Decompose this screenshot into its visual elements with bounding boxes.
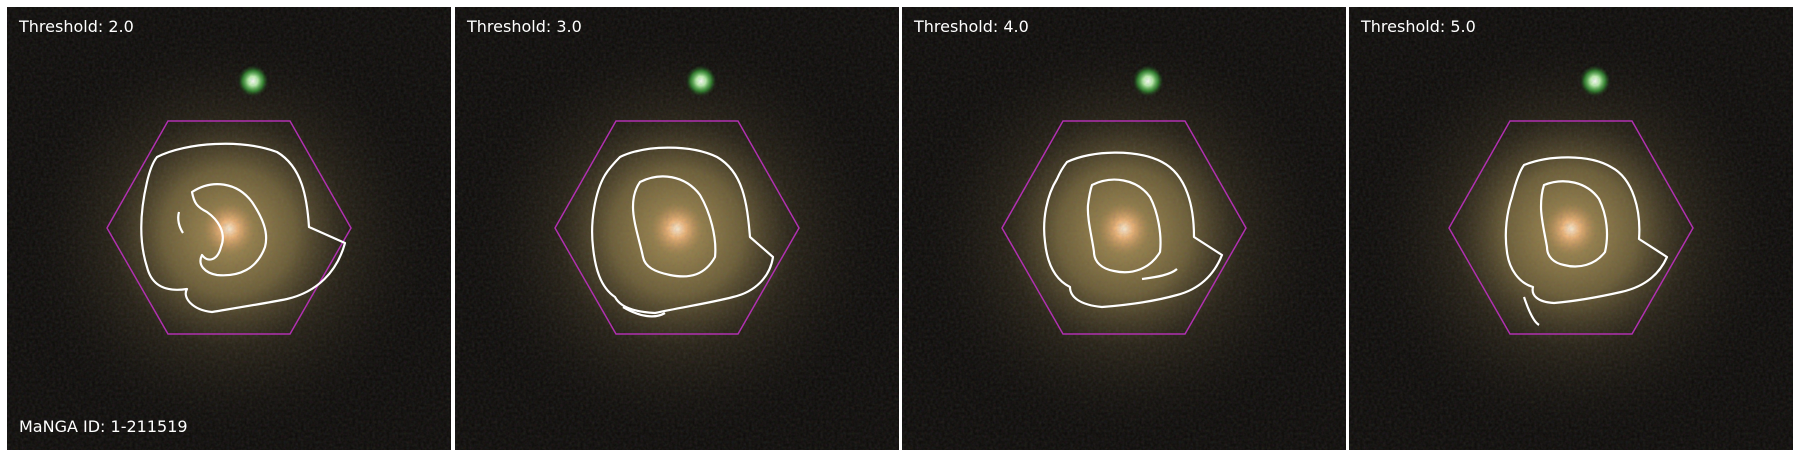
ifu-hexagon: [1448, 120, 1694, 335]
panel-threshold-2: Threshold: 2.0 MaNGA ID: 1-211519: [7, 7, 451, 450]
galaxy-image: [7, 7, 451, 450]
ifu-hexagon: [554, 120, 800, 335]
threshold-label: Threshold: 5.0: [1361, 17, 1476, 36]
contour-lines: [1504, 156, 1669, 326]
threshold-label: Threshold: 3.0: [467, 17, 582, 36]
galaxy-image: [902, 7, 1346, 450]
panel-threshold-4: Threshold: 4.0: [902, 7, 1346, 450]
ifu-hexagon: [1001, 120, 1247, 335]
panel-threshold-5: Threshold: 5.0: [1349, 7, 1793, 450]
threshold-label: Threshold: 2.0: [19, 17, 134, 36]
ifu-hexagon: [106, 120, 352, 335]
contour-lines: [591, 146, 775, 318]
threshold-label: Threshold: 4.0: [914, 17, 1029, 36]
contour-lines: [140, 142, 347, 314]
panel-threshold-3: Threshold: 3.0: [455, 7, 899, 450]
manga-id-label: MaNGA ID: 1-211519: [19, 417, 188, 436]
galaxy-image: [1349, 7, 1793, 450]
galaxy-image: [455, 7, 899, 450]
contour-lines: [1043, 151, 1224, 309]
